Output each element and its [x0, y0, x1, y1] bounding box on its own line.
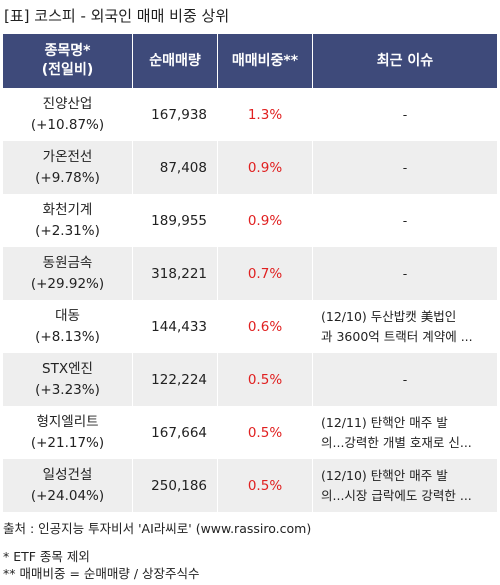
header-recent-issue-label: 최근 이슈 [376, 52, 434, 69]
recent-issue: (12/11) 탄핵안 매주 발 의...강력한 개별 호재로 신... [321, 414, 472, 450]
stock-name: 대동 [55, 307, 80, 324]
stock-name: 화천기계 [42, 201, 93, 218]
recent-issue-cell: - [313, 141, 497, 194]
stock-change: (+24.04%) [30, 487, 105, 504]
footnote-ratio: ** 매매비중 = 순매매량 / 상장주식수 [3, 566, 200, 581]
header-recent-issue: 최근 이슈 [313, 34, 497, 88]
trade-ratio: 1.3% [218, 88, 313, 141]
recent-issue-cell: (12/11) 탄핵안 매주 발 의...강력한 개별 호재로 신... [313, 406, 497, 459]
recent-issue-cell: - [313, 247, 497, 300]
table-row: STX엔진 (+3.23%) 122,224 0.5% - [3, 353, 497, 406]
stock-change: (+10.87%) [30, 116, 105, 133]
trade-ratio: 0.9% [218, 141, 313, 194]
net-volume: 250,186 [133, 459, 218, 512]
trade-ratio: 0.9% [218, 194, 313, 247]
table-title: [표] 코스피 - 외국인 매매 비중 상위 [4, 7, 230, 25]
recent-issue: (12/10) 탄핵안 매주 발 의...시장 급락에도 강력한 ... [321, 467, 472, 503]
header-trade-ratio: 매매비중** [218, 34, 313, 88]
table-row: 진양산업 (+10.87%) 167,938 1.3% - [3, 88, 497, 141]
recent-issue: - [402, 159, 408, 175]
stock-name-cell: 가온전선 (+9.78%) [3, 141, 133, 194]
table-body: 진양산업 (+10.87%) 167,938 1.3% - 가온전선 (+9.78%) 87,… [3, 88, 497, 512]
stock-change: (+21.17%) [30, 434, 105, 451]
net-volume: 189,955 [133, 194, 218, 247]
recent-issue: (12/10) 두산밥캣 美법인 과 3600억 트랙터 계약에 ... [321, 308, 473, 344]
table-header: 종목명* (전일비) 순매매량 매매비중** 최근 이슈 [3, 34, 497, 88]
table-row: 가온전선 (+9.78%) 87,408 0.9% - [3, 141, 497, 194]
trade-ratio: 0.5% [218, 459, 313, 512]
net-volume: 167,938 [133, 88, 218, 141]
header-trade-ratio-label: 매매비중** [231, 52, 299, 69]
stock-change: (+8.13%) [35, 328, 100, 345]
recent-issue-cell: (12/10) 두산밥캣 美법인 과 3600억 트랙터 계약에 ... [313, 300, 497, 353]
recent-issue: - [402, 212, 408, 228]
source-note: 출처 : 인공지능 투자비서 'AI라씨로' (www.rassiro.com) [3, 521, 312, 536]
table-row: 대동 (+8.13%) 144,433 0.6% (12/10) 두산밥캣 美법인 과 … [3, 300, 497, 353]
foreign-trading-table: 종목명* (전일비) 순매매량 매매비중** 최근 이슈 진양산업 (+10.87… [3, 34, 497, 512]
stock-name: 가온전선 [42, 148, 93, 165]
recent-issue-cell: - [313, 353, 497, 406]
footnote-etf: * ETF 종목 제외 [3, 549, 90, 564]
stock-name: 진양산업 [42, 95, 93, 112]
stock-name-cell: 화천기계 (+2.31%) [3, 194, 133, 247]
table-row: 화천기계 (+2.31%) 189,955 0.9% - [3, 194, 497, 247]
table-row: 형지엘리트 (+21.17%) 167,664 0.5% (12/11) 탄핵안 매주 … [3, 406, 497, 459]
stock-name-cell: 대동 (+8.13%) [3, 300, 133, 353]
recent-issue-cell: - [313, 194, 497, 247]
table-row: 동원금속 (+29.92%) 318,221 0.7% - [3, 247, 497, 300]
trade-ratio: 0.6% [218, 300, 313, 353]
header-stock-name-label: 종목명* (전일비) [41, 43, 94, 78]
table-row: 일성건설 (+24.04%) 250,186 0.5% (12/10) 탄핵안 매주 발… [3, 459, 497, 512]
recent-issue: - [402, 265, 408, 281]
stock-change: (+29.92%) [30, 275, 105, 292]
trade-ratio: 0.7% [218, 247, 313, 300]
recent-issue-cell: (12/10) 탄핵안 매주 발 의...시장 급락에도 강력한 ... [313, 459, 497, 512]
header-stock-name: 종목명* (전일비) [3, 34, 133, 88]
stock-name-cell: 일성건설 (+24.04%) [3, 459, 133, 512]
header-net-volume-label: 순매매량 [149, 52, 201, 69]
recent-issue-cell: - [313, 88, 497, 141]
header-net-volume: 순매매량 [133, 34, 218, 88]
stock-name-cell: 형지엘리트 (+21.17%) [3, 406, 133, 459]
stock-name-cell: 진양산업 (+10.87%) [3, 88, 133, 141]
trade-ratio: 0.5% [218, 353, 313, 406]
net-volume: 87,408 [133, 141, 218, 194]
net-volume: 167,664 [133, 406, 218, 459]
stock-name: 형지엘리트 [36, 413, 99, 430]
stock-name: 동원금속 [42, 254, 93, 271]
stock-change: (+9.78%) [35, 169, 100, 186]
net-volume: 144,433 [133, 300, 218, 353]
net-volume: 122,224 [133, 353, 218, 406]
stock-name-cell: STX엔진 (+3.23%) [3, 353, 133, 406]
stock-name: STX엔진 [42, 360, 93, 377]
stock-change: (+3.23%) [35, 381, 100, 398]
recent-issue: - [402, 106, 408, 122]
stock-name-cell: 동원금속 (+29.92%) [3, 247, 133, 300]
trade-ratio: 0.5% [218, 406, 313, 459]
stock-change: (+2.31%) [35, 222, 100, 239]
stock-name: 일성건설 [42, 466, 93, 483]
recent-issue: - [402, 371, 408, 387]
net-volume: 318,221 [133, 247, 218, 300]
